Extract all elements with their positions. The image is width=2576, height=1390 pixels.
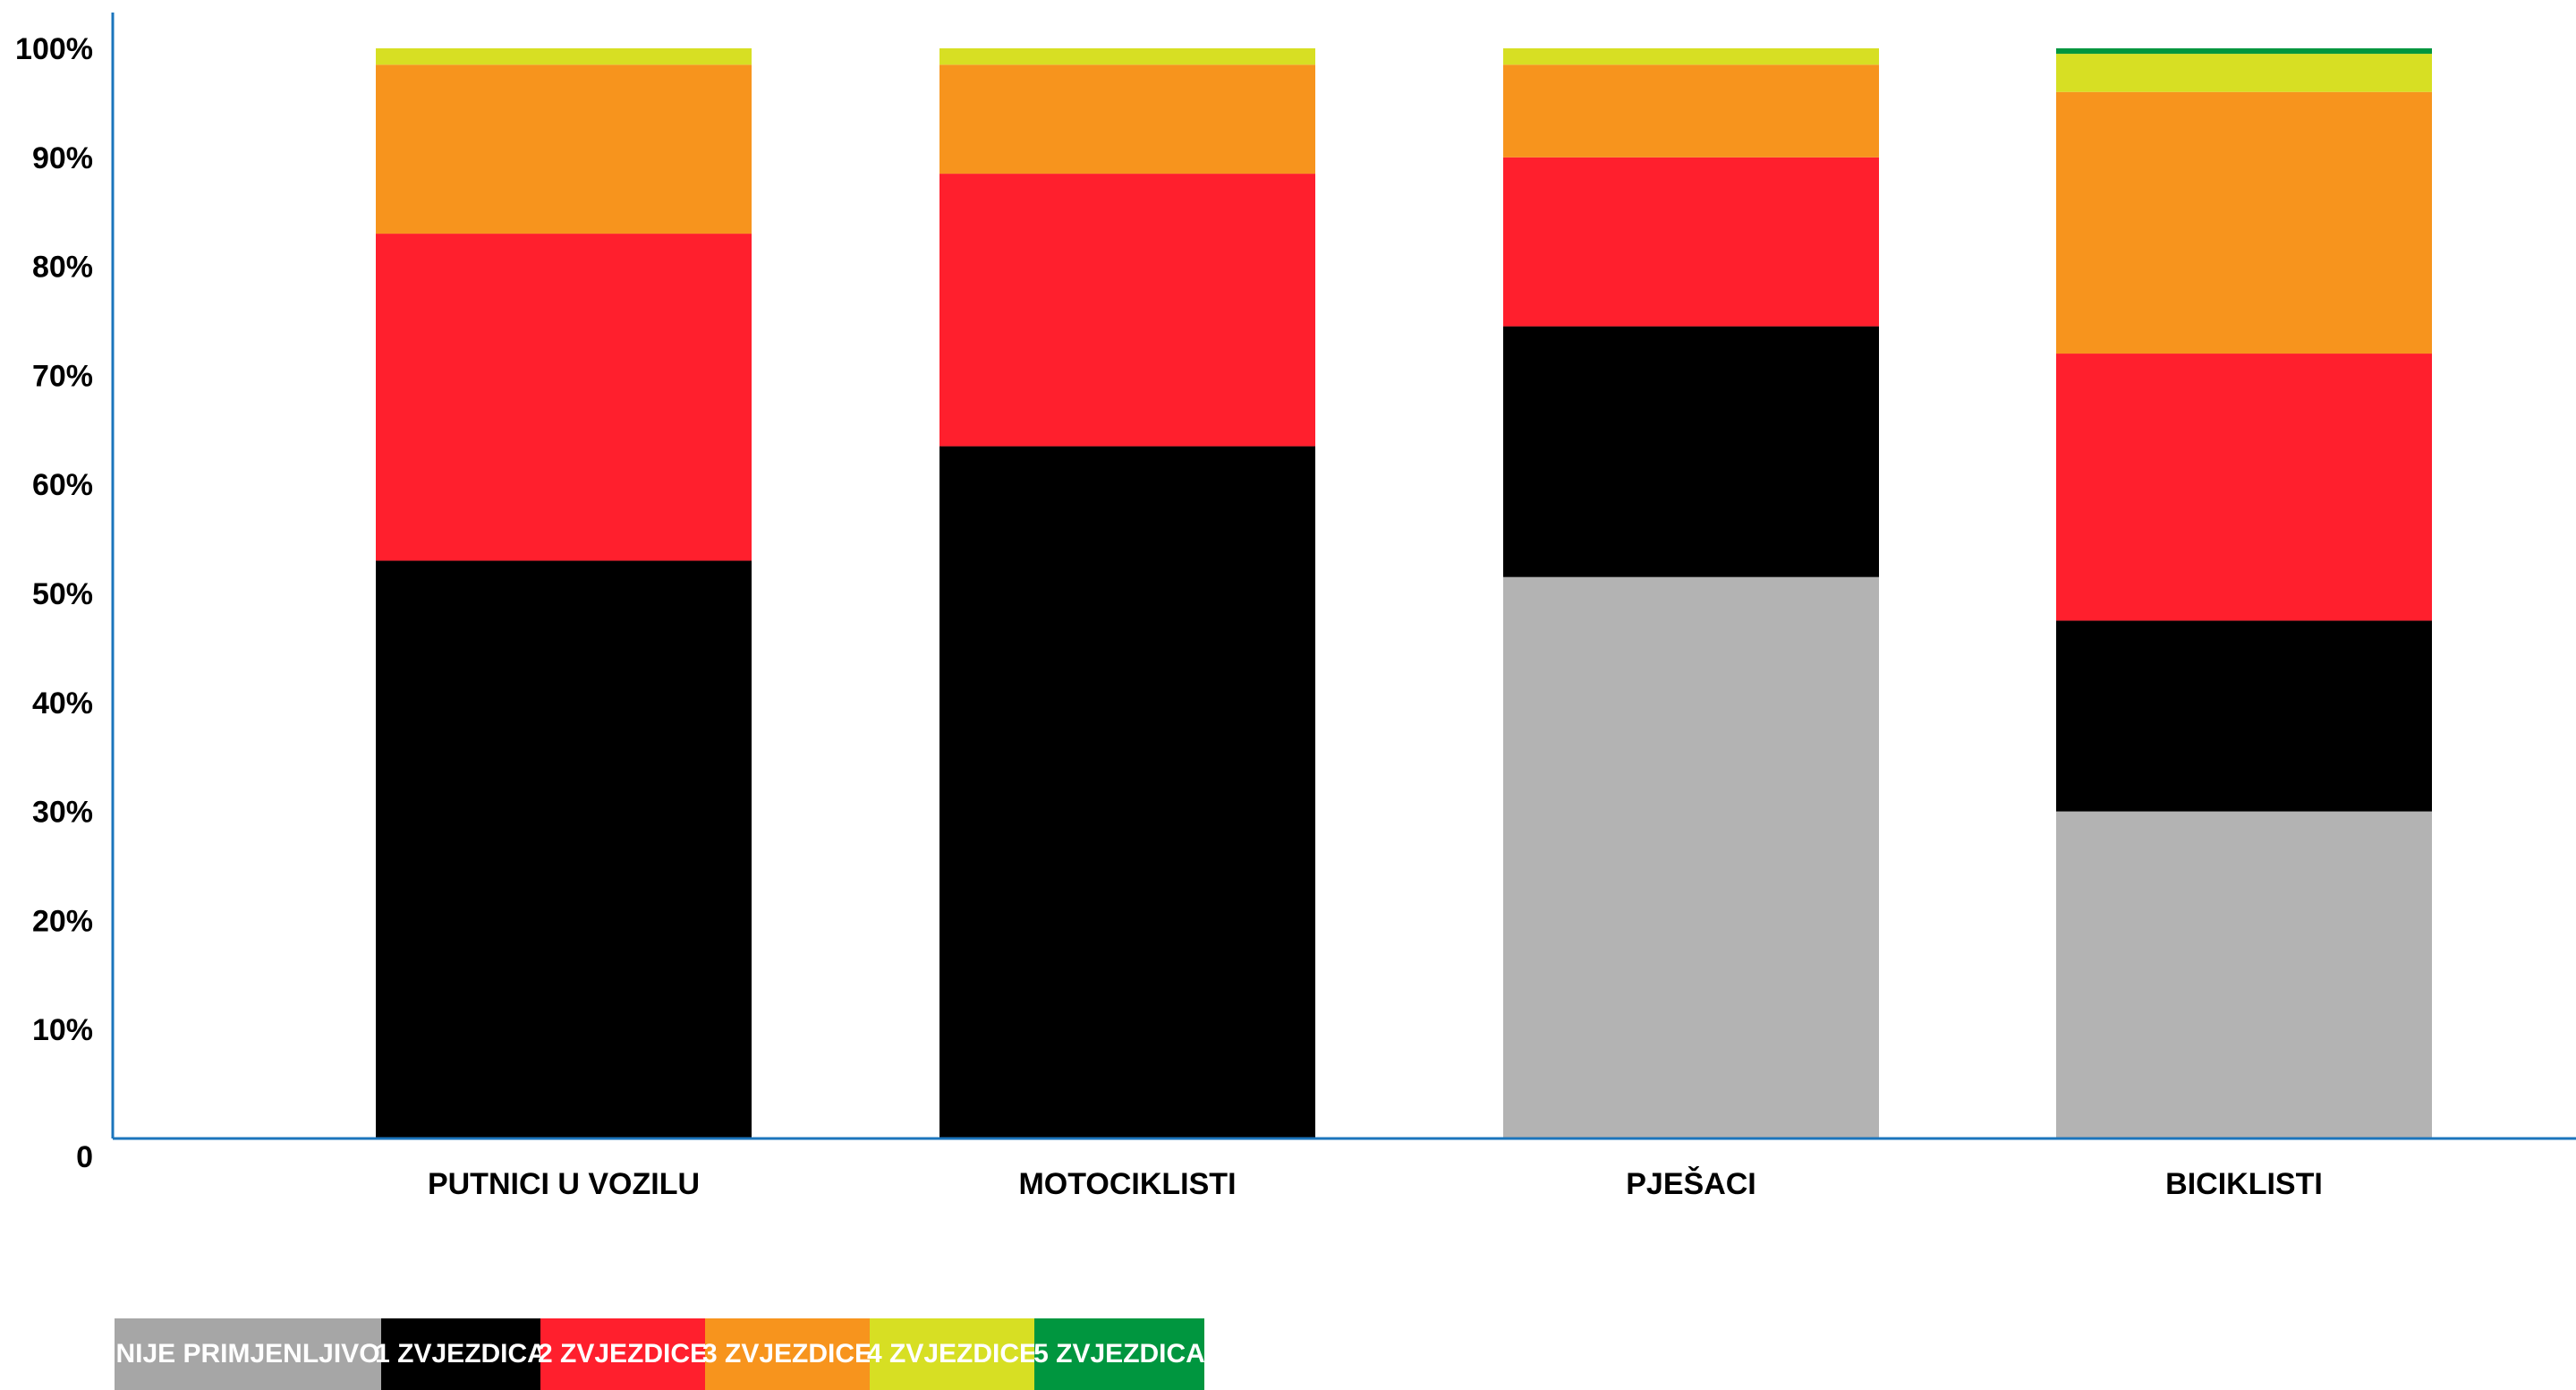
- bar-segment-pjesaci-3-zvjezdice: [1503, 64, 1879, 158]
- bar-segment-putnici-u-vozilu-2-zvjezdice: [376, 234, 752, 561]
- y-tick-label: 60%: [32, 468, 93, 502]
- x-tick-label: MOTOCIKLISTI: [1018, 1167, 1236, 1201]
- y-axis-ticks: 0 10% 20% 30% 40% 50% 60% 70% 80% 90% 100%: [15, 32, 93, 1174]
- bar-segment-pjesaci-2-zvjezdice: [1503, 157, 1879, 327]
- bars-group: [376, 48, 2432, 1138]
- legend-item-4-zvjezdice: 4 ZVJEZDICE: [867, 1318, 1037, 1390]
- bar-segment-biciklisti-nije-primjenljivo: [2056, 811, 2432, 1138]
- bar-segment-motociklisti-4-zvjezdice: [939, 48, 1315, 65]
- y-tick-label: 50%: [32, 577, 93, 611]
- y-tick-label: 70%: [32, 359, 93, 393]
- bar-segment-putnici-u-vozilu-3-zvjezdice: [376, 64, 752, 235]
- y-tick-label: 100%: [15, 32, 93, 66]
- legend-item-nije-primjenljivo: NIJE PRIMJENLJIVO: [115, 1318, 381, 1390]
- y-tick-label: 0: [76, 1140, 93, 1174]
- bar-segment-pjesaci-4-zvjezdice: [1503, 48, 1879, 65]
- y-tick-label: 10%: [32, 1013, 93, 1047]
- bar-segment-motociklisti-2-zvjezdice: [939, 174, 1315, 447]
- bar-segment-biciklisti-3-zvjezdice: [2056, 91, 2432, 354]
- bar-segment-putnici-u-vozilu-4-zvjezdice: [376, 48, 752, 65]
- y-tick-label: 90%: [32, 141, 93, 175]
- legend: NIJE PRIMJENLJIVO 1 ZVJEZDICA 2 ZVJEZDIC…: [115, 1318, 1205, 1390]
- y-tick-label: 30%: [32, 796, 93, 830]
- x-axis-ticks: PUTNICI U VOZILU MOTOCIKLISTI PJEŠACI BICIK…: [428, 1166, 2323, 1201]
- bar-segment-motociklisti-3-zvjezdice: [939, 64, 1315, 175]
- y-tick-label: 40%: [32, 686, 93, 721]
- y-tick-label: 80%: [32, 251, 93, 285]
- bar-segment-motociklisti-1-zvjezdica: [939, 446, 1315, 1138]
- y-tick-label: 20%: [32, 904, 93, 938]
- bar-segment-pjesaci-1-zvjezdica: [1503, 326, 1879, 577]
- legend-item-3-zvjezdice: 3 ZVJEZDICE: [702, 1318, 872, 1390]
- bar-segment-pjesaci-nije-primjenljivo: [1503, 576, 1879, 1138]
- bar-segment-biciklisti-5-zvjezdica: [2056, 48, 2432, 55]
- bar-segment-biciklisti-1-zvjezdica: [2056, 620, 2432, 812]
- legend-item-1-zvjezdica: 1 ZVJEZDICA: [375, 1318, 547, 1390]
- x-tick-label: BICIKLISTI: [2165, 1167, 2323, 1201]
- x-tick-label: PUTNICI U VOZILU: [428, 1167, 700, 1201]
- bar-segment-putnici-u-vozilu-1-zvjezdica: [376, 560, 752, 1138]
- bar-segment-biciklisti-4-zvjezdice: [2056, 54, 2432, 92]
- legend-item-5-zvjezdica: 5 ZVJEZDICA: [1033, 1318, 1205, 1390]
- legend-item-2-zvjezdice: 2 ZVJEZDICE: [538, 1318, 708, 1390]
- bar-segment-biciklisti-2-zvjezdice: [2056, 354, 2432, 621]
- x-tick-label: PJEŠACI: [1626, 1166, 1756, 1201]
